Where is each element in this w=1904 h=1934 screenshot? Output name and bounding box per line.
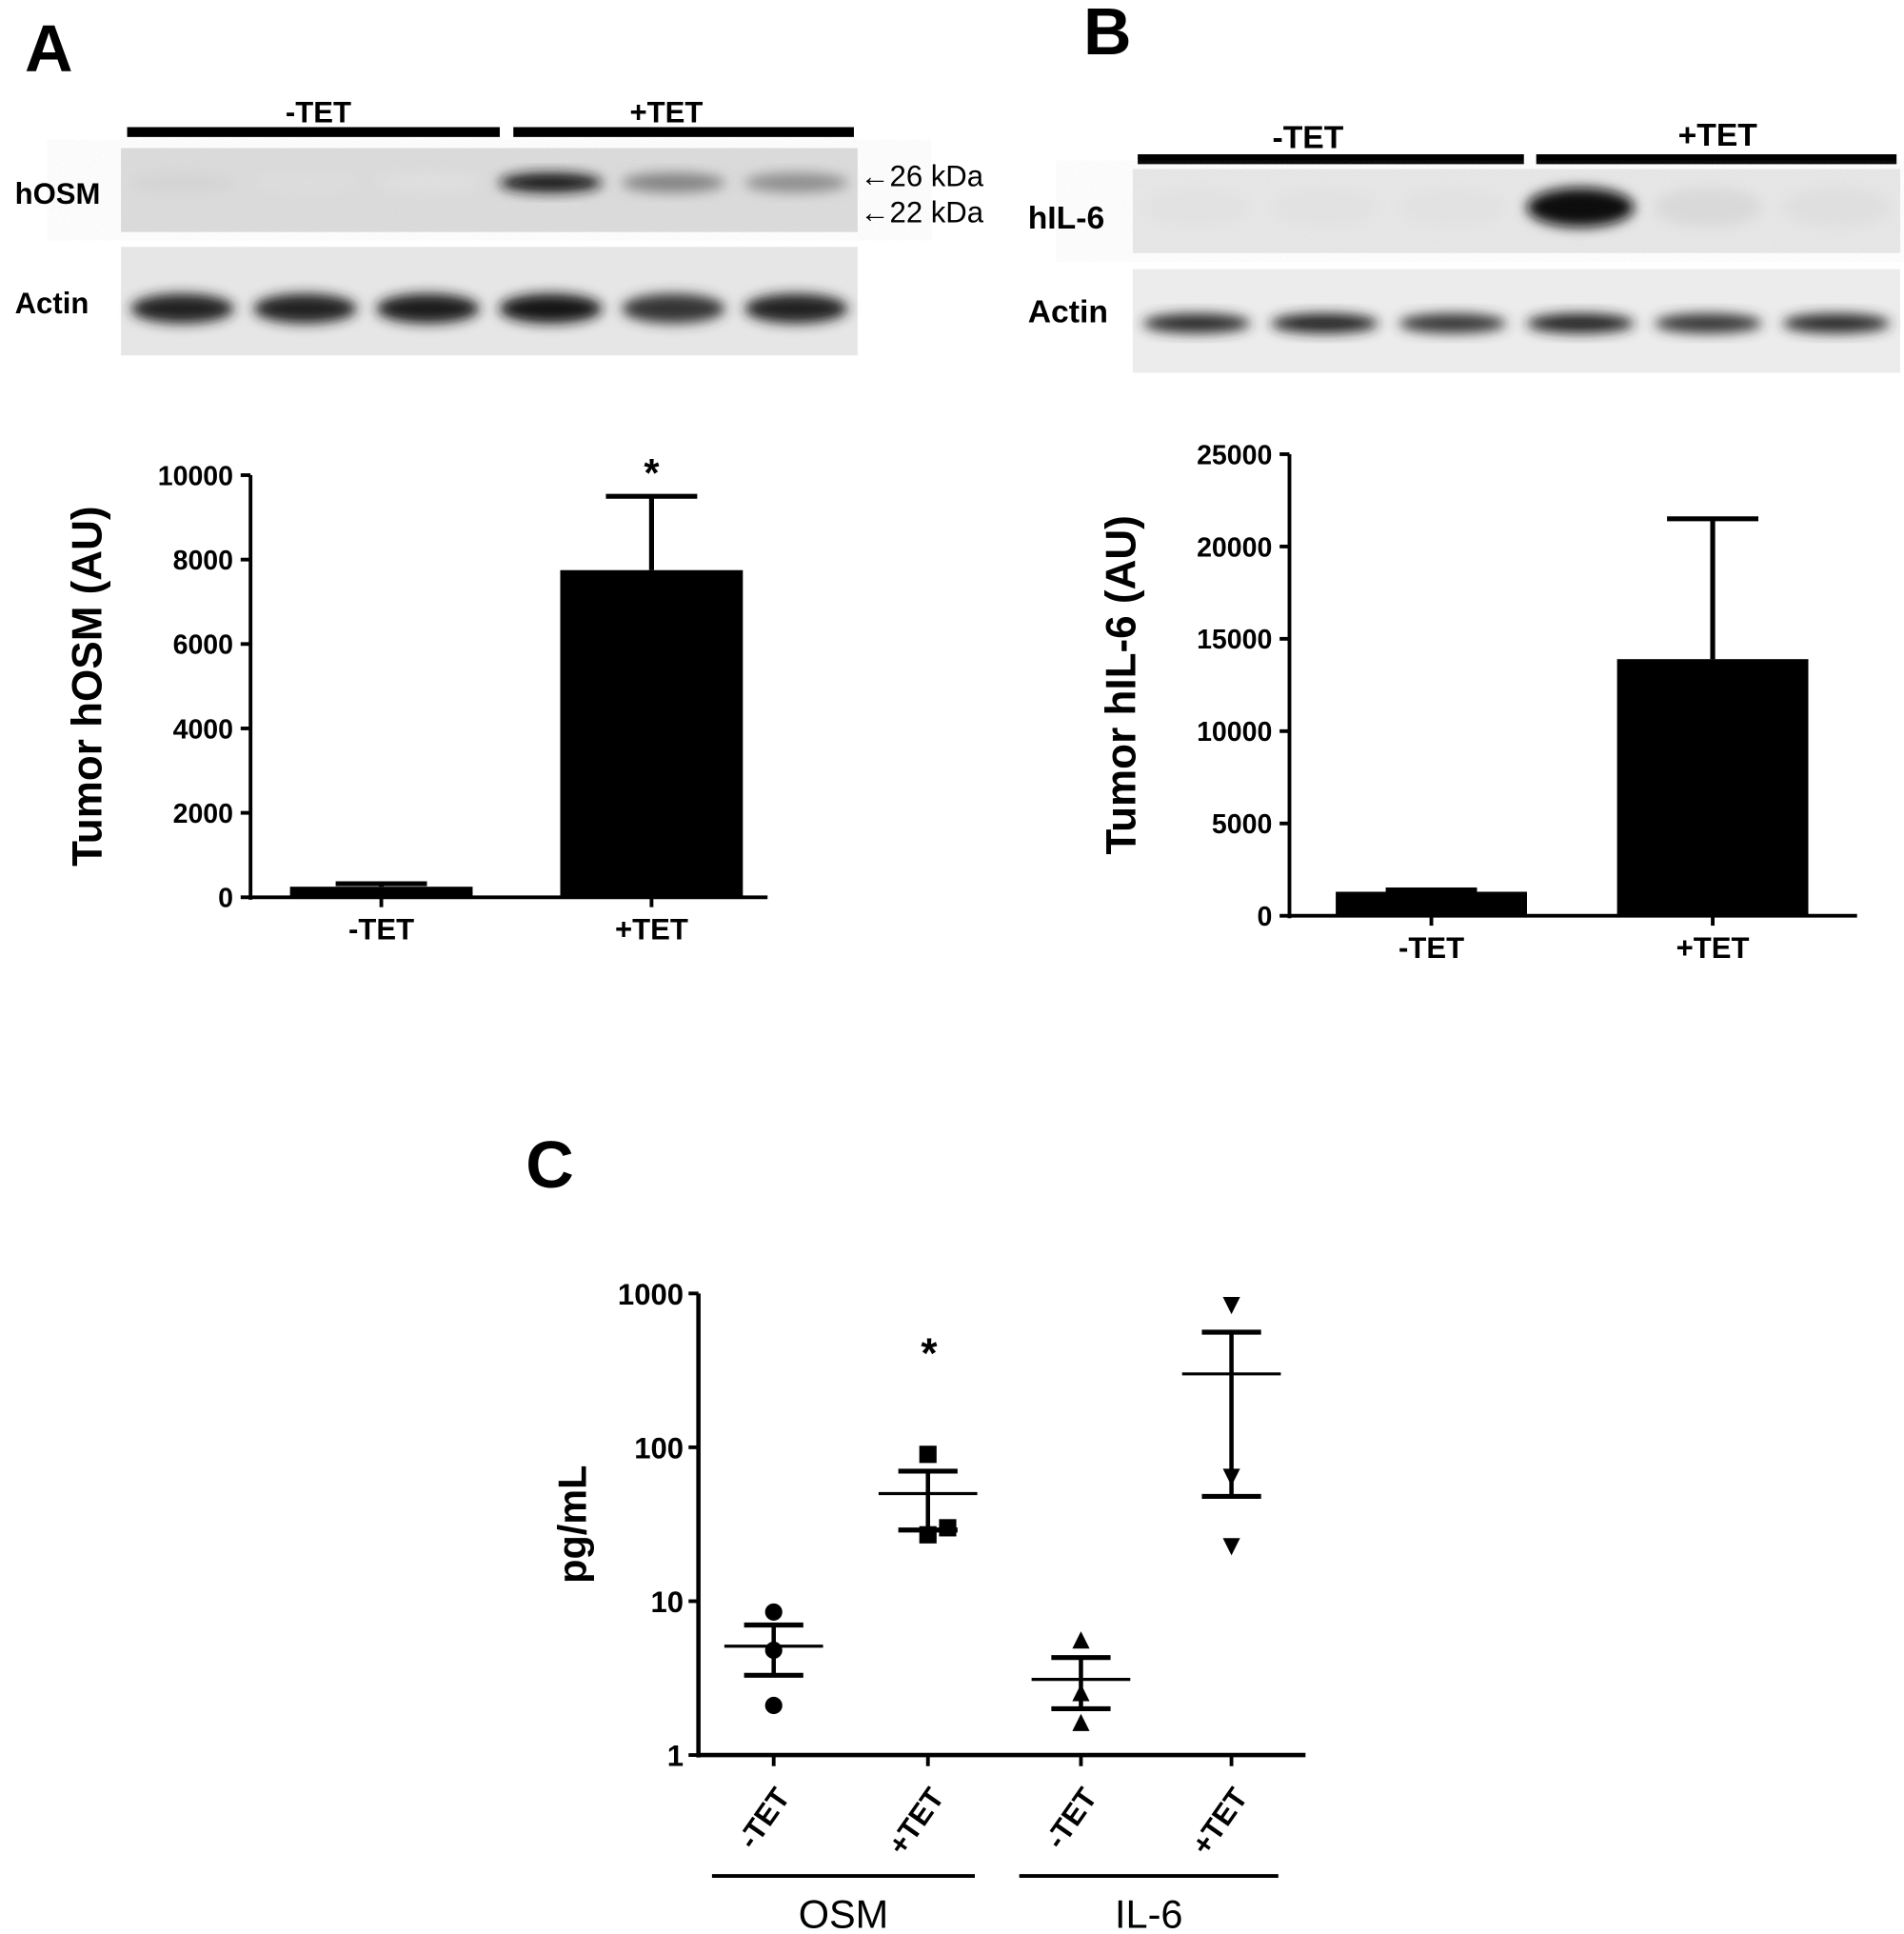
group-label: -TET [286, 95, 351, 129]
group-label: -TET [1273, 121, 1344, 156]
actin-membrane-a [121, 247, 858, 356]
group-bar-plus-tet [513, 127, 854, 137]
blot-band [1782, 188, 1891, 228]
marker-26kda: ←26 kDa [860, 160, 983, 193]
blot-band [1270, 188, 1378, 228]
blot-band [499, 293, 603, 324]
y-tick-label: 1 [667, 1740, 684, 1773]
panel-label-a: A [25, 11, 73, 86]
row-label-hosm: hOSM [15, 177, 101, 210]
group-label: +TET [630, 95, 704, 129]
bar [1336, 891, 1527, 916]
row-label-hil6: hIL-6 [1028, 201, 1104, 236]
group-bar-plus-tet [1536, 154, 1897, 165]
y-tick-label: 15000 [1197, 625, 1272, 655]
bar [560, 569, 744, 898]
blot-band [376, 293, 480, 324]
y-tick-label: 1000 [618, 1278, 684, 1311]
x-tick-label: +TET [882, 1782, 951, 1861]
x-tick-label: -TET [1398, 931, 1464, 965]
blot-band [622, 172, 725, 193]
chart-a-bar: 0 2000 4000 6000 8000 10000 Tumor hOSM (AU) -TE… [64, 450, 768, 946]
blot-b: -TET +TET hIL-6 Actin [1028, 118, 1901, 373]
y-tick-label: 10000 [158, 461, 233, 491]
x-tick-label: -TET [731, 1782, 796, 1855]
blot-band [130, 293, 234, 324]
panel-label-c: C [526, 1127, 574, 1202]
x-tick-label: -TET [1039, 1782, 1103, 1855]
blot-band [1142, 188, 1251, 228]
data-point-square [919, 1446, 937, 1464]
data-point-circle [764, 1603, 783, 1621]
x-tick-label: +TET [1676, 931, 1750, 965]
row-label-actin: Actin [15, 287, 89, 320]
blot-band [376, 172, 480, 193]
data-point-circle [764, 1696, 783, 1715]
blot-band [1526, 188, 1635, 228]
blot-band [1782, 313, 1891, 333]
blot-band [744, 172, 848, 193]
blot-a: -TET +TET hOSM Actin ←26 kDa ←22 kDa [15, 95, 984, 356]
blot-band [1655, 188, 1762, 228]
blot-band [1526, 313, 1635, 333]
y-tick-label: 100 [634, 1432, 684, 1465]
y-axis-label: pg/mL [550, 1465, 595, 1583]
blot-band [1398, 188, 1507, 228]
y-axis-label: Tumor hOSM (AU) [64, 506, 110, 866]
group-bar-minus-tet [1138, 154, 1524, 165]
significance-star: * [644, 450, 660, 495]
blot-band [1398, 313, 1507, 333]
y-tick-label: 10000 [1197, 717, 1272, 748]
blot-band [1142, 313, 1251, 333]
y-tick-label: 10 [651, 1585, 684, 1619]
y-tick-label: 2000 [173, 799, 233, 829]
y-tick-label: 25000 [1197, 440, 1272, 470]
blot-band [1270, 313, 1378, 333]
blot-band [744, 293, 848, 324]
data-point-triangle-down [1222, 1296, 1240, 1315]
bar [1616, 659, 1809, 916]
chart-b-bar: 0 5000 10000 15000 20000 25000 Tumor hIL-6 (AU… [1098, 440, 1857, 965]
y-tick-label: 8000 [173, 546, 233, 576]
y-tick-label: 6000 [173, 630, 233, 661]
group-label: +TET [1678, 118, 1758, 153]
x-tick-label: -TET [348, 912, 414, 946]
group-bar-minus-tet [127, 127, 500, 137]
y-tick-label: 5000 [1212, 809, 1272, 840]
y-tick-label: 0 [218, 884, 233, 914]
group-label: IL-6 [1115, 1892, 1182, 1934]
actin-membrane-b [1132, 269, 1901, 373]
y-tick-label: 4000 [173, 714, 233, 745]
marker-22kda: ←22 kDa [860, 195, 983, 229]
panel-label-b: B [1083, 0, 1132, 69]
blot-band [499, 172, 603, 193]
blot-band [130, 172, 234, 193]
chart-c-scatter: 1 10 100 1000 pg/mL -TET +TET -TET +TET OSM IL-6 * [550, 1278, 1306, 1934]
blot-band [622, 293, 725, 324]
blot-band [1655, 313, 1762, 333]
significance-star: * [921, 1330, 938, 1377]
blot-band [253, 172, 357, 193]
y-axis-label: Tumor hIL-6 (AU) [1098, 515, 1144, 854]
group-label: OSM [799, 1892, 888, 1934]
data-point-triangle-up [1072, 1713, 1090, 1731]
y-tick-label: 0 [1257, 902, 1272, 932]
blot-band [253, 293, 357, 324]
row-label-actin: Actin [1028, 294, 1108, 329]
data-point-triangle-up [1072, 1631, 1090, 1649]
y-tick-label: 20000 [1197, 532, 1272, 563]
x-tick-label: +TET [1185, 1782, 1255, 1861]
data-point-triangle-down [1222, 1538, 1240, 1556]
bar [289, 887, 473, 898]
x-tick-label: +TET [615, 912, 688, 946]
